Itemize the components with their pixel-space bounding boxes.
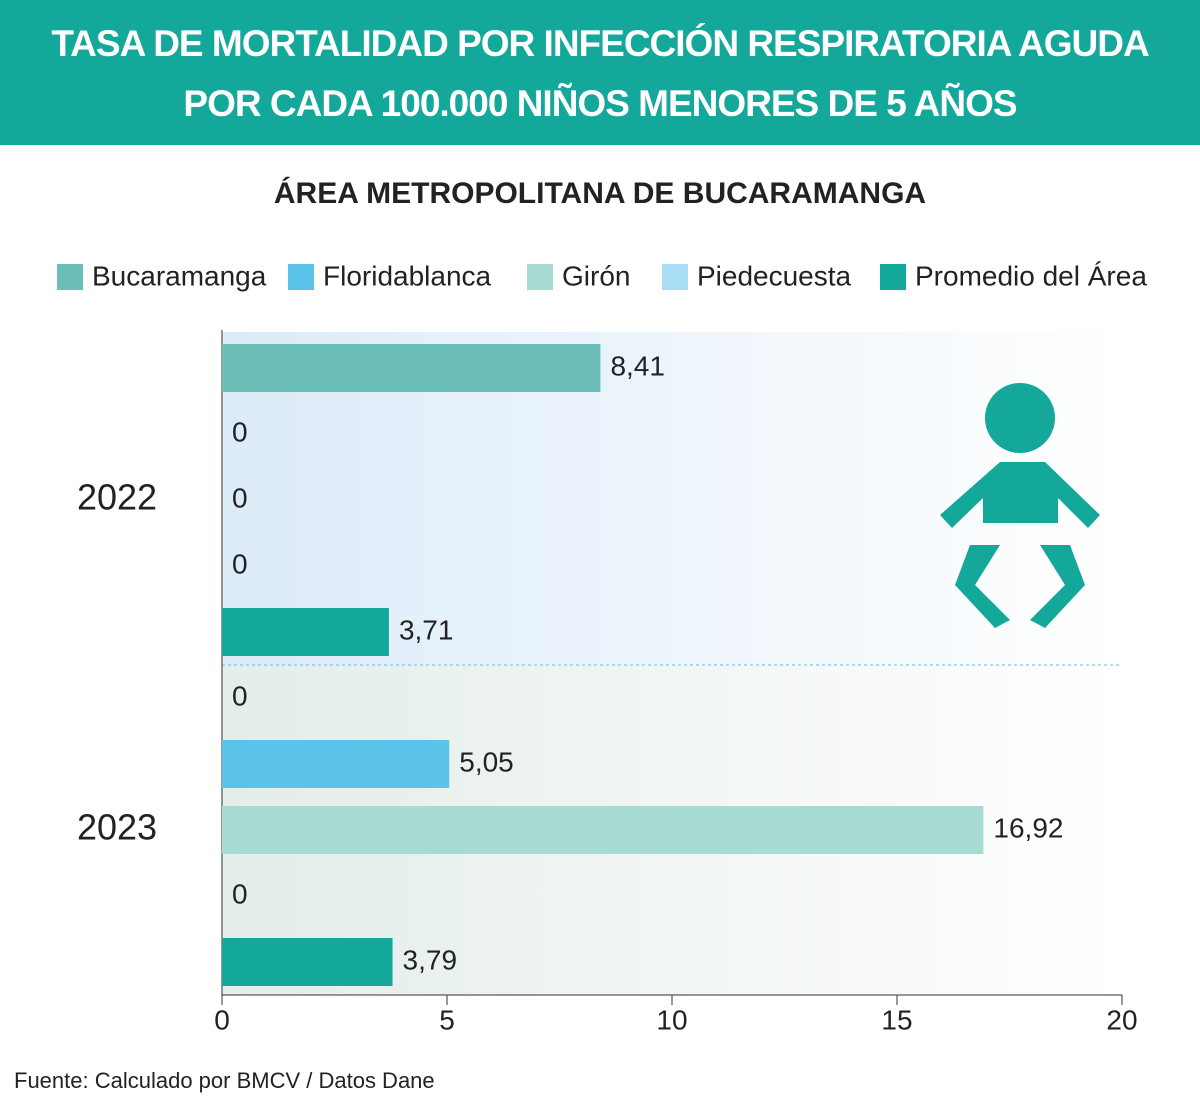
x-tick-label: 10 <box>656 1004 687 1035</box>
data-label: 8,41 <box>610 350 665 381</box>
data-label: 3,71 <box>399 614 454 645</box>
legend-label: Girón <box>562 260 630 291</box>
legend-swatch <box>57 264 83 290</box>
x-tick-label: 20 <box>1106 1004 1137 1035</box>
x-tick-label: 15 <box>881 1004 912 1035</box>
legend-swatch <box>880 264 906 290</box>
legend-swatch <box>288 264 314 290</box>
data-label: 0 <box>232 548 248 579</box>
bar <box>222 938 393 986</box>
bar <box>222 344 601 392</box>
legend-label: Bucaramanga <box>92 260 267 291</box>
y-tick-label: 2022 <box>77 477 157 518</box>
data-label: 16,92 <box>993 812 1063 843</box>
bar <box>222 806 984 854</box>
chart-subtitle: ÁREA METROPOLITANA DE BUCARAMANGA <box>274 176 926 210</box>
x-tick-label: 0 <box>214 1004 230 1035</box>
legend-label: Promedio del Área <box>915 260 1147 291</box>
legend-label: Piedecuesta <box>697 260 852 291</box>
y-tick-label: 2023 <box>77 807 157 848</box>
data-label: 0 <box>232 878 248 909</box>
legend-swatch <box>527 264 553 290</box>
data-label: 5,05 <box>459 746 514 777</box>
legend-label: Floridablanca <box>323 260 492 291</box>
bar <box>222 740 450 788</box>
chart-title: TASA DE MORTALIDAD POR INFECCIÓN RESPIRA… <box>0 0 1200 145</box>
baby-icon <box>940 383 1100 628</box>
x-tick-label: 5 <box>439 1004 455 1035</box>
data-label: 0 <box>232 680 248 711</box>
legend-swatch <box>662 264 688 290</box>
source-note: Fuente: Calculado por BMCV / Datos Dane <box>14 1068 435 1093</box>
bar <box>222 608 389 656</box>
data-label: 0 <box>232 416 248 447</box>
data-label: 0 <box>232 482 248 513</box>
data-label: 3,79 <box>403 944 458 975</box>
